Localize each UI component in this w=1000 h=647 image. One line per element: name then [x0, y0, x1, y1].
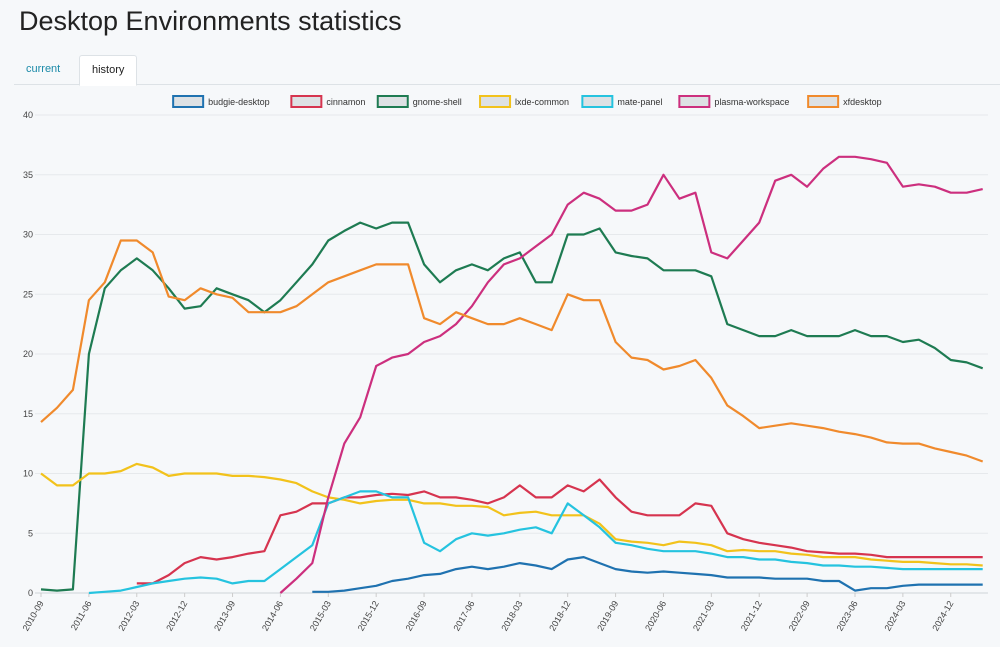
- x-tick-label: 2014-06: [260, 599, 285, 633]
- series-line-mate-panel: [88, 490, 983, 595]
- legend-swatch-mate-panel: [581, 95, 614, 108]
- legend-label-cinnamon[interactable]: cinnamon: [326, 97, 365, 107]
- legend-label-plasma-workspace[interactable]: plasma-workspace: [714, 97, 789, 107]
- x-tick-label: 2011-06: [69, 599, 94, 632]
- legend-swatch-plasma-workspace: [678, 95, 711, 108]
- tab-history[interactable]: history: [79, 55, 138, 86]
- x-tick-label: 2020-06: [643, 599, 668, 633]
- x-tick-label: 2023-06: [835, 599, 860, 633]
- series-line-budgie-desktop: [312, 556, 983, 593]
- y-tick-label: 5: [28, 528, 33, 538]
- legend-label-lxde-common[interactable]: lxde-common: [515, 97, 569, 107]
- x-tick-label: 2021-03: [691, 599, 716, 633]
- legend-swatch-gnome-shell: [376, 95, 409, 108]
- y-tick-label: 25: [23, 289, 33, 299]
- x-tick-label: 2018-03: [499, 599, 524, 633]
- x-tick-label: 2018-12: [547, 599, 572, 633]
- series-line-xfdesktop: [40, 239, 984, 463]
- x-tick-label: 2012-12: [164, 599, 189, 633]
- y-tick-label: 10: [23, 469, 33, 479]
- legend-label-xfdesktop[interactable]: xfdesktop: [843, 97, 882, 107]
- x-tick-label: 2013-09: [212, 599, 237, 633]
- y-tick-label: 30: [23, 230, 33, 240]
- x-tick-label: 2022-09: [787, 599, 812, 633]
- tab-bar: current history: [14, 55, 1000, 86]
- x-tick-label: 2024-03: [882, 599, 907, 633]
- x-tick-label: 2015-12: [356, 599, 381, 633]
- x-tick-label: 2021-12: [739, 599, 764, 633]
- series-line-cinnamon: [136, 478, 983, 585]
- legend-swatch-cinnamon: [290, 95, 323, 108]
- legend-label-budgie-desktop[interactable]: budgie-desktop: [208, 97, 270, 107]
- legend-swatch-lxde-common: [479, 95, 512, 108]
- y-tick-label: 40: [23, 110, 33, 120]
- series-line-plasma-workspace: [279, 155, 983, 594]
- x-tick-label: 2015-03: [308, 599, 333, 633]
- x-tick-label: 2010-09: [21, 599, 46, 633]
- series-line-lxde-common: [40, 462, 983, 567]
- y-tick-label: 15: [23, 409, 33, 419]
- tab-current[interactable]: current: [26, 63, 61, 75]
- y-tick-label: 35: [23, 170, 33, 180]
- legend-swatch-budgie-desktop: [172, 95, 205, 108]
- page-title: Desktop Environments statistics: [19, 6, 402, 36]
- x-tick-label: 2019-09: [595, 599, 620, 633]
- y-tick-label: 20: [23, 349, 33, 359]
- x-tick-label: 2012-03: [116, 599, 141, 633]
- legend-label-gnome-shell[interactable]: gnome-shell: [413, 97, 462, 107]
- legend-label-mate-panel[interactable]: mate-panel: [617, 97, 662, 107]
- x-tick-label: 2017-06: [451, 599, 476, 633]
- series-line-gnome-shell: [40, 221, 984, 592]
- y-tick-label: 0: [28, 588, 33, 598]
- x-tick-label: 2016-09: [404, 599, 429, 633]
- legend-swatch-xfdesktop: [807, 95, 840, 108]
- x-tick-label: 2024-12: [930, 599, 955, 633]
